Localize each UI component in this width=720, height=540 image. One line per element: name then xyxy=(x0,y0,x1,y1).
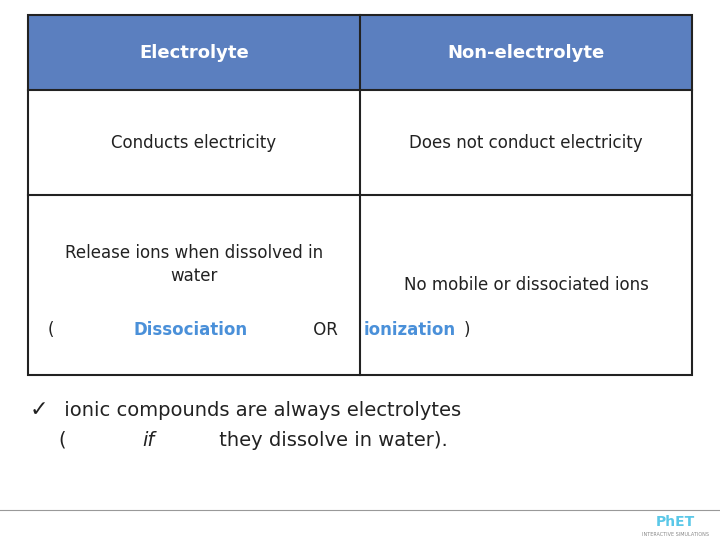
Text: PhET: PhET xyxy=(655,515,695,529)
Bar xyxy=(28,15,360,90)
Text: OR: OR xyxy=(307,321,343,339)
Text: if: if xyxy=(143,430,155,449)
Text: water: water xyxy=(171,267,217,285)
Text: Does not conduct electricity: Does not conduct electricity xyxy=(409,133,643,152)
Text: Conducts electricity: Conducts electricity xyxy=(112,133,276,152)
Text: Dissociation: Dissociation xyxy=(134,321,248,339)
Text: Non-electrolyte: Non-electrolyte xyxy=(447,44,605,62)
Text: (: ( xyxy=(58,430,66,449)
Text: Electrolyte: Electrolyte xyxy=(139,44,249,62)
Text: (: ( xyxy=(48,321,55,339)
Bar xyxy=(28,195,692,375)
Text: ✓: ✓ xyxy=(30,400,49,420)
Text: Release ions when dissolved in: Release ions when dissolved in xyxy=(65,244,323,261)
Text: No mobile or dissociated ions: No mobile or dissociated ions xyxy=(404,276,649,294)
Text: they dissolve in water).: they dissolve in water). xyxy=(212,430,447,449)
Text: ionic compounds are always electrolytes: ionic compounds are always electrolytes xyxy=(58,401,461,420)
Bar xyxy=(360,15,692,90)
Bar xyxy=(28,15,692,375)
Bar xyxy=(28,90,692,195)
Text: ionization: ionization xyxy=(364,321,456,339)
Text: ): ) xyxy=(464,321,470,339)
Text: INTERACTIVE SIMULATIONS: INTERACTIVE SIMULATIONS xyxy=(642,531,708,537)
